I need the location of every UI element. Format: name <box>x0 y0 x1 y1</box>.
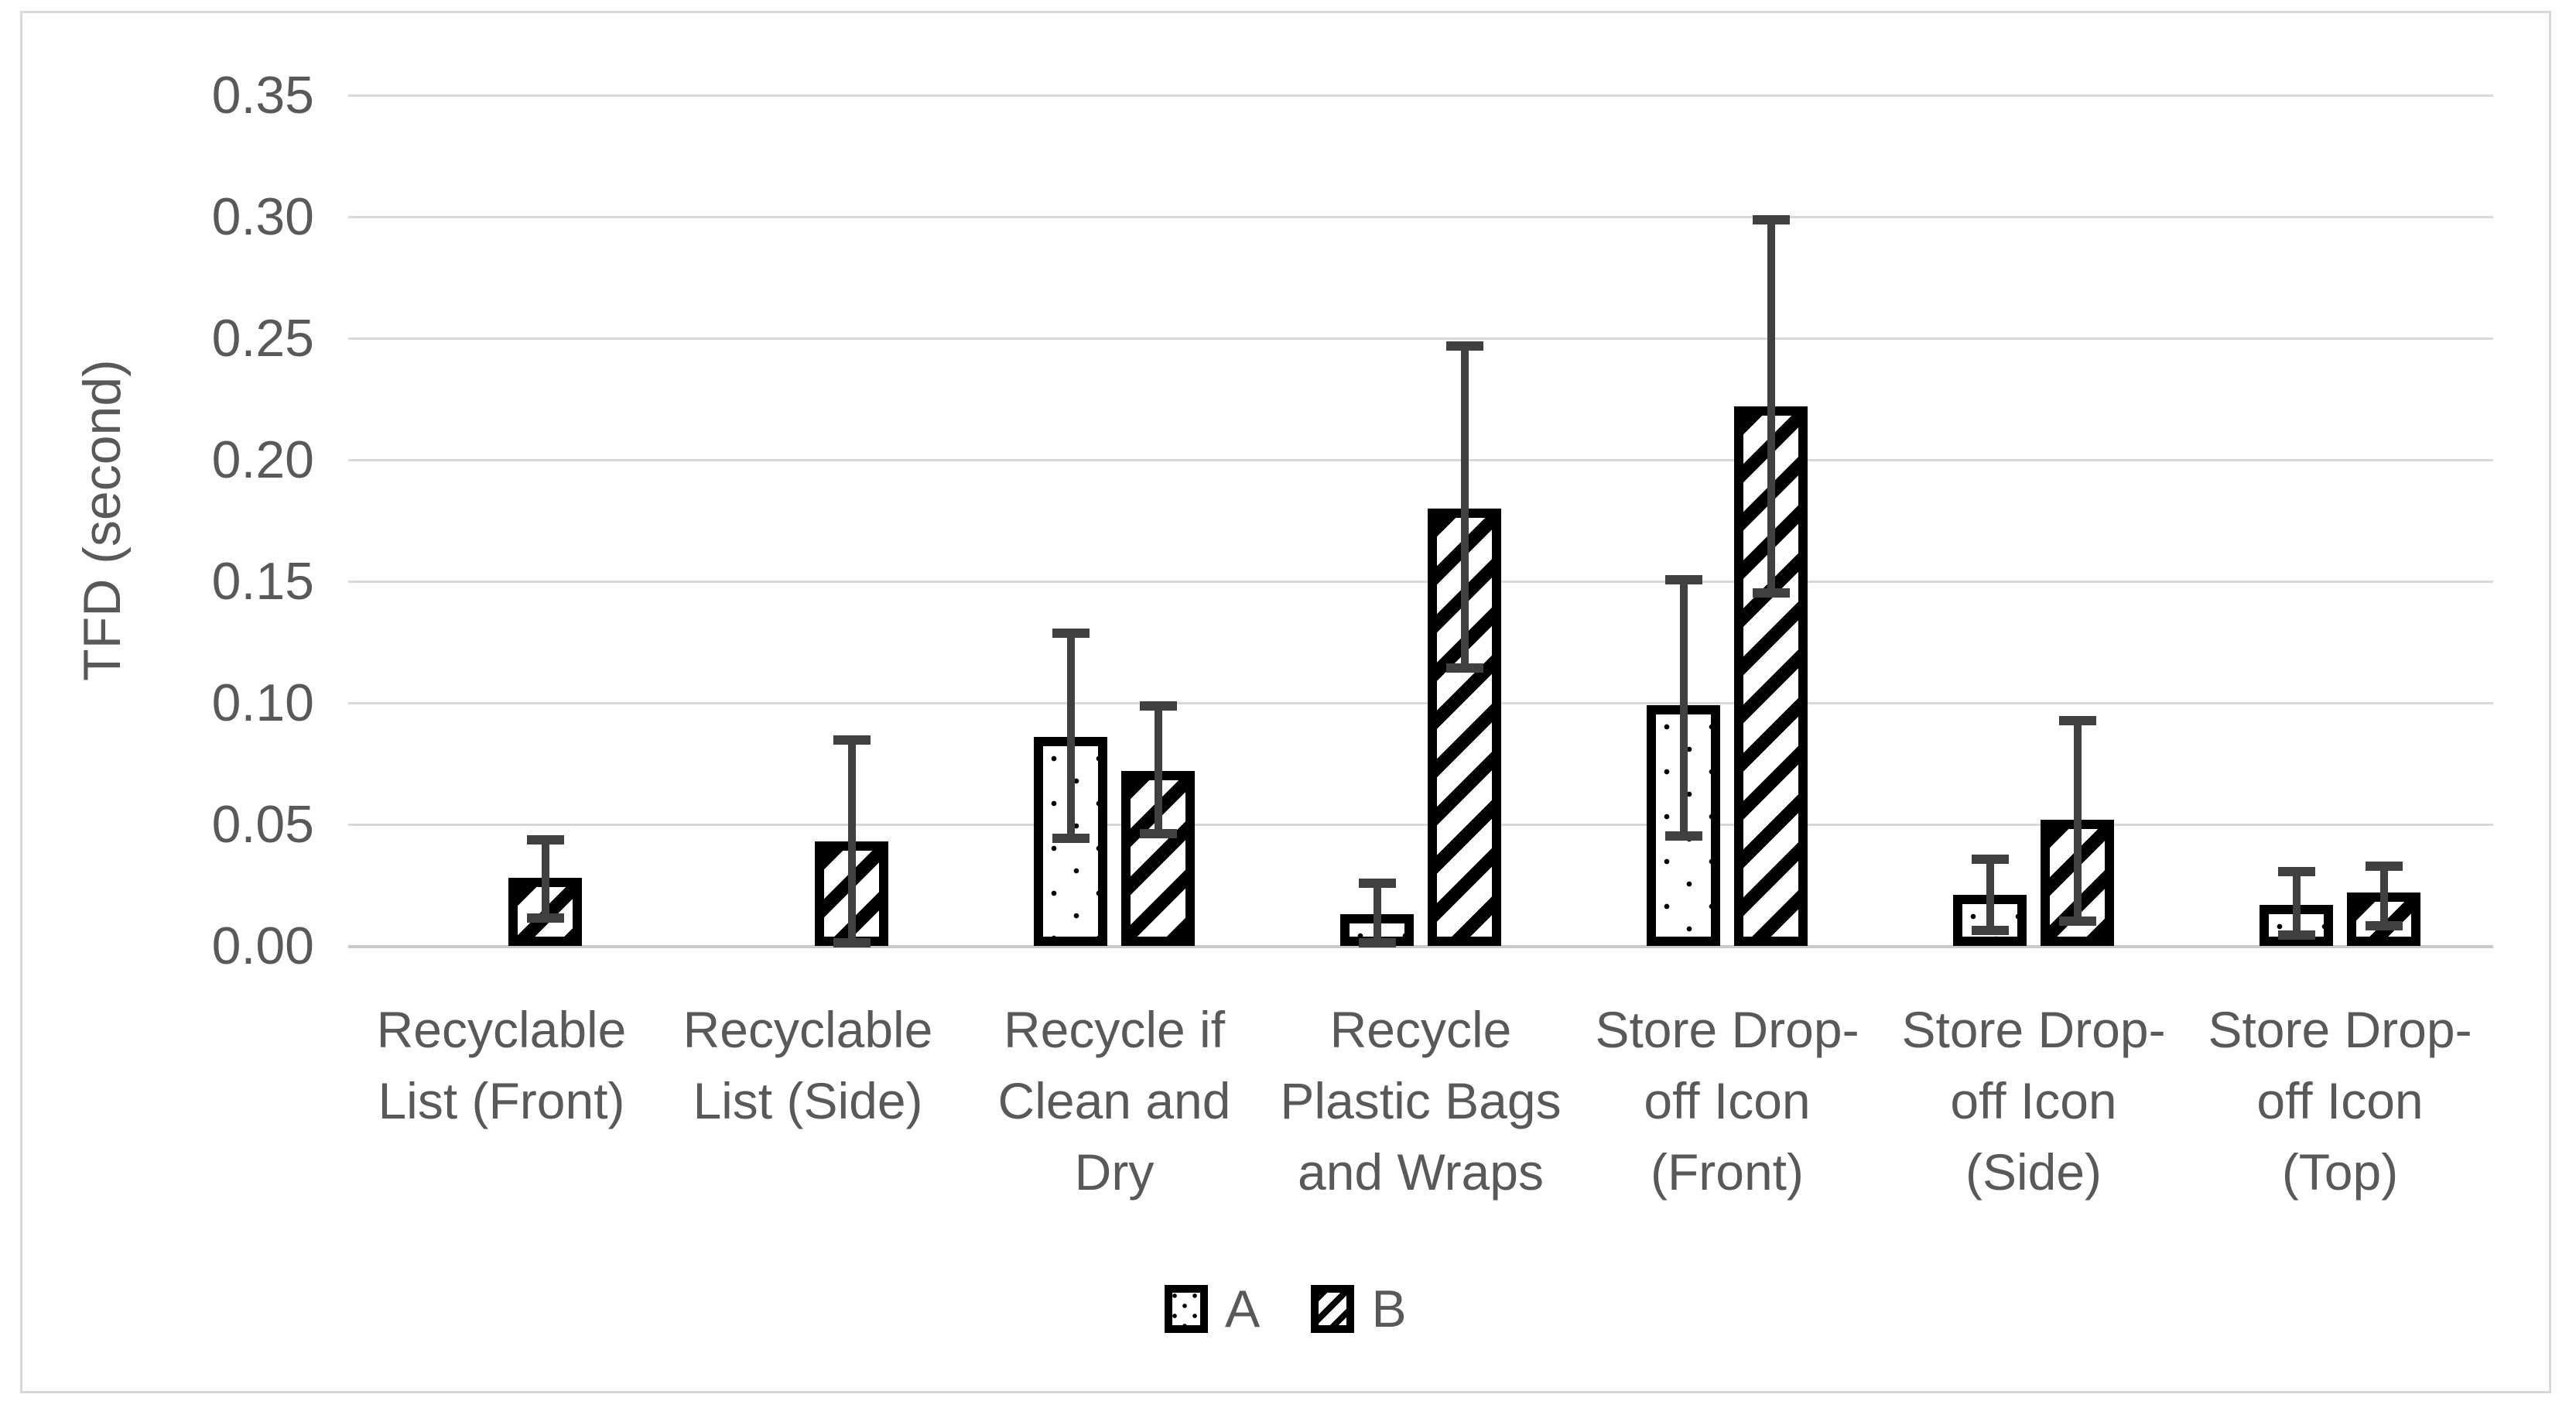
error-bar-A-category-6 <box>1971 854 2009 936</box>
error-bar-line <box>1066 632 1075 839</box>
error-bar-B-category-1 <box>526 834 564 923</box>
y-tick-label: 0.10 <box>211 673 314 732</box>
error-bar-line <box>1767 219 1775 594</box>
error-bar-cap-bottom <box>526 913 564 923</box>
error-bar-cap-top <box>526 834 564 845</box>
error-bar-cap-bottom <box>2277 930 2315 940</box>
legend-label-B: B <box>1371 1280 1407 1338</box>
error-bar-cap-bottom <box>2058 916 2096 926</box>
error-bar-cap-bottom <box>1052 833 1090 843</box>
category-label-6: Store Drop- off Icon (Side) <box>1901 1001 2166 1201</box>
legend-swatch-hatch-icon <box>1311 1285 1355 1333</box>
error-bar-cap-bottom <box>833 937 871 947</box>
gridline-0.00 <box>348 945 2493 948</box>
gridline-0.05 <box>348 824 2493 826</box>
error-bar-B-category-7 <box>2365 862 2403 930</box>
error-bar-B-category-4 <box>1445 341 1483 673</box>
y-tick-label: 0.00 <box>211 916 314 975</box>
error-bar-line <box>2073 719 2082 922</box>
error-bar-line <box>541 838 549 920</box>
error-bar-cap-top <box>1358 879 1396 889</box>
error-bar-cap-top <box>1664 574 1702 584</box>
category-label-3: Recycle if Clean and Dry <box>997 1001 1231 1201</box>
error-bar-A-category-3 <box>1052 628 1090 843</box>
y-tick-label: 0.20 <box>211 430 314 489</box>
error-bar-cap-top <box>1971 854 2009 864</box>
error-bar-A-category-7 <box>2277 866 2315 940</box>
error-bar-cap-top <box>1052 628 1090 638</box>
error-bar-B-category-3 <box>1139 701 1177 838</box>
gridline-0.20 <box>348 459 2493 461</box>
error-bar-cap-top <box>2365 862 2403 872</box>
error-bar-cap-bottom <box>1445 663 1483 673</box>
error-bar-line <box>1679 578 1688 837</box>
error-bar-cap-bottom <box>1752 588 1790 598</box>
error-bar-cap-bottom <box>1139 828 1177 838</box>
gridline-0.25 <box>348 337 2493 340</box>
y-axis-title: TFD (second) <box>73 359 132 681</box>
error-bar-cap-top <box>1752 215 1790 225</box>
error-bar-line <box>847 739 856 944</box>
category-label-2: Recyclable List (Side) <box>682 1001 933 1129</box>
category-label-4: Recycle Plastic Bags and Wraps <box>1280 1001 1562 1201</box>
error-bar-B-category-2 <box>833 735 871 947</box>
error-bar-line <box>1460 345 1469 670</box>
error-bar-line <box>2379 865 2388 927</box>
y-tick-label: 0.30 <box>211 187 314 246</box>
legend-swatch-dots-icon <box>1165 1285 1208 1333</box>
error-bar-line <box>1154 705 1162 834</box>
error-bar-cap-bottom <box>1664 831 1702 841</box>
error-bar-B-category-5 <box>1752 215 1790 598</box>
plot-area <box>348 94 2493 948</box>
legend-item-B: B <box>1311 1279 1407 1339</box>
gridline-0.30 <box>348 216 2493 218</box>
category-label-5: Store Drop- off Icon (Front) <box>1595 1001 1859 1201</box>
error-bar-cap-top <box>1139 701 1177 711</box>
error-bar-A-category-4 <box>1358 879 1396 947</box>
gridline-0.15 <box>348 581 2493 583</box>
gridline-0.10 <box>348 702 2493 704</box>
error-bar-cap-top <box>2277 866 2315 876</box>
y-tick-label: 0.35 <box>211 66 314 125</box>
y-tick-label: 0.05 <box>211 795 314 854</box>
legend-item-A: A <box>1165 1279 1260 1339</box>
error-bar-line <box>1373 882 1381 944</box>
category-label-1: Recyclable List (Front) <box>376 1001 627 1129</box>
category-label-7: Store Drop- off Icon (Top) <box>2208 1001 2472 1201</box>
error-bar-cap-top <box>1445 341 1483 351</box>
error-bar-cap-top <box>833 735 871 745</box>
y-tick-label: 0.25 <box>211 309 314 368</box>
error-bar-cap-top <box>2058 715 2096 725</box>
error-bar-cap-bottom <box>1358 937 1396 947</box>
error-bar-line <box>1986 858 1994 932</box>
error-bar-cap-bottom <box>1971 926 2009 936</box>
y-tick-label: 0.15 <box>211 552 314 611</box>
error-bar-line <box>2292 870 2301 937</box>
error-bar-cap-bottom <box>2365 920 2403 930</box>
error-bar-A-category-5 <box>1664 574 1702 841</box>
gridline-0.35 <box>348 94 2493 97</box>
legend-label-A: A <box>1225 1280 1261 1338</box>
error-bar-B-category-6 <box>2058 715 2096 926</box>
